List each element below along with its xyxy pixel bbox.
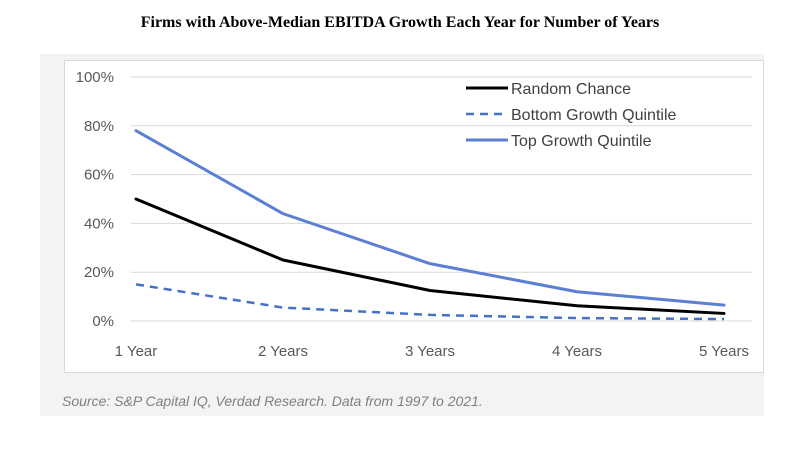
legend-label: Random Chance	[511, 81, 631, 98]
y-tick-label: 100%	[76, 69, 114, 86]
x-tick-label: 5 Years	[699, 343, 749, 360]
x-tick-label: 4 Years	[552, 343, 602, 360]
series-line-2	[134, 129, 726, 307]
legend-label: Top Growth Quintile	[511, 133, 652, 150]
x-tick-label: 3 Years	[405, 343, 455, 360]
chart-title: Firms with Above-Median EBITDA Growth Ea…	[140, 14, 660, 31]
y-tick-label: 20%	[84, 264, 114, 281]
y-tick-label: 80%	[84, 118, 114, 135]
x-tick-label: 2 Years	[258, 343, 308, 360]
y-tick-label: 40%	[84, 215, 114, 232]
series-line-0	[134, 197, 726, 315]
source-note: Source: S&P Capital IQ, Verdad Research.…	[62, 393, 483, 409]
legend-label: Bottom Growth Quintile	[511, 107, 677, 124]
y-tick-label: 60%	[84, 167, 114, 184]
series-line-1	[135, 283, 725, 321]
y-tick-label: 0%	[92, 313, 114, 330]
x-tick-label: 1 Year	[115, 343, 158, 360]
